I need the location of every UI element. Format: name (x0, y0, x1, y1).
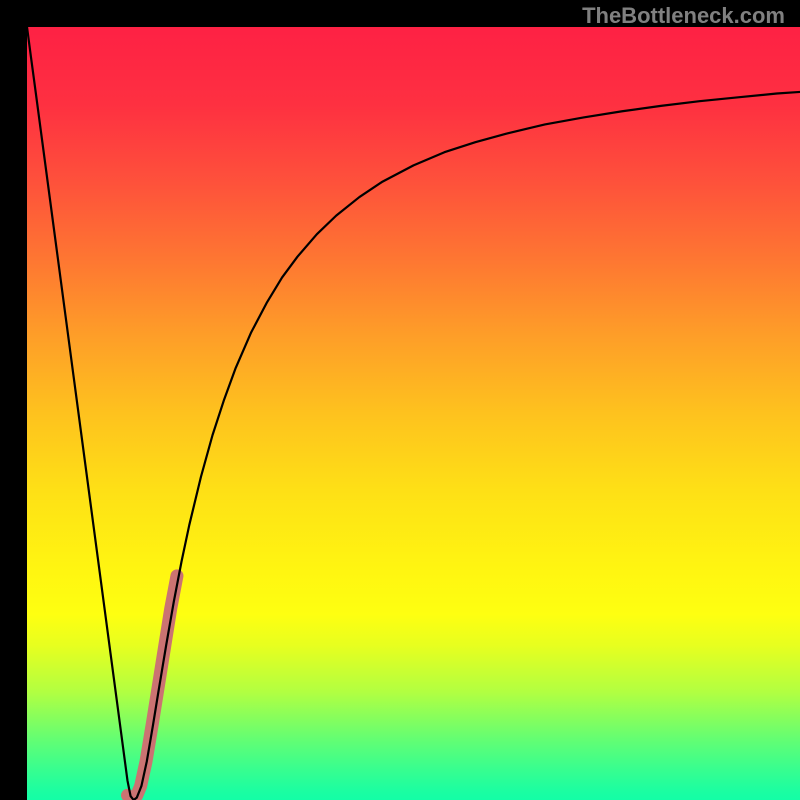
chart-frame: TheBottleneck.com (0, 0, 800, 800)
watermark-text: TheBottleneck.com (582, 3, 785, 29)
bottleneck-chart (27, 27, 800, 800)
gradient-background (27, 27, 800, 800)
